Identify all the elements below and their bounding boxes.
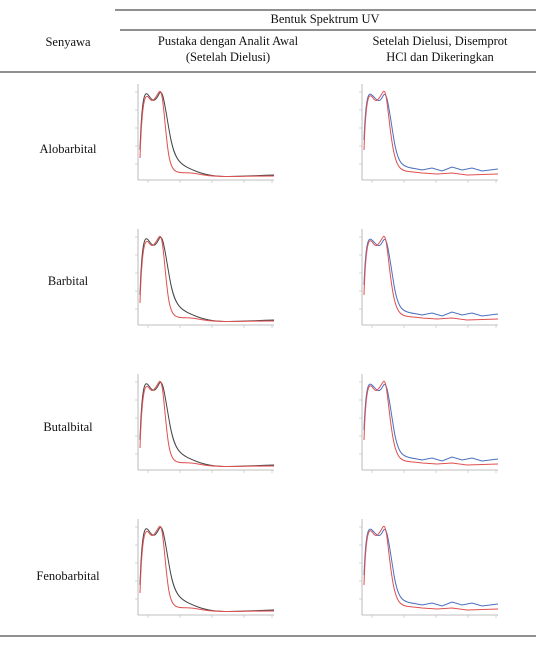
column-header: Setelah Dielusi, Disemprot bbox=[372, 34, 508, 48]
compound-name: Butalbital bbox=[43, 420, 93, 434]
spectrum-image bbox=[135, 519, 274, 618]
spectrum-image bbox=[135, 374, 274, 473]
compound-name: Fenobarbital bbox=[36, 569, 100, 583]
spectrum-image bbox=[359, 519, 498, 618]
spectrum-image bbox=[359, 374, 498, 473]
spectrum-image bbox=[135, 229, 274, 328]
group-header: Bentuk Spektrum UV bbox=[270, 12, 379, 26]
compound-name: Barbital bbox=[48, 274, 89, 288]
column-header: HCl dan Dikeringkan bbox=[386, 50, 494, 64]
spectrum-image bbox=[359, 84, 498, 183]
compound-name: Alobarbital bbox=[40, 142, 97, 156]
column-header: (Setelah Dielusi) bbox=[186, 50, 270, 64]
column-header: Senyawa bbox=[45, 35, 91, 49]
column-header: Pustaka dengan Analit Awal bbox=[158, 34, 299, 48]
spectrum-image bbox=[359, 229, 498, 328]
spectrum-image bbox=[135, 84, 274, 183]
